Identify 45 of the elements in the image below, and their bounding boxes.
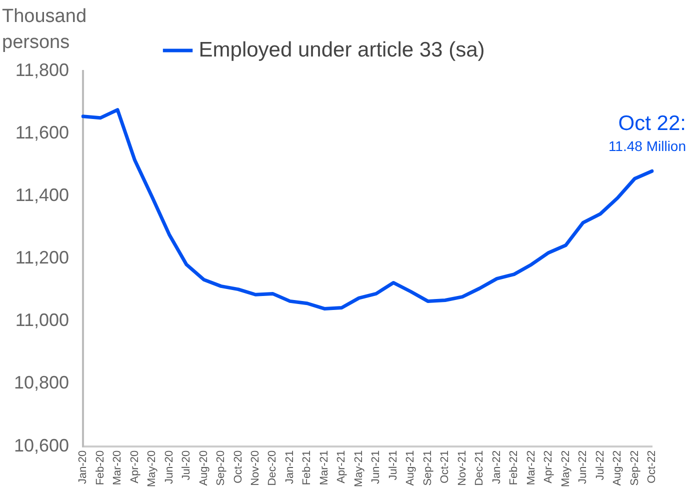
x-tick-label: Jul-21 <box>387 450 400 480</box>
x-tick-label: Jun-21 <box>370 450 382 484</box>
x-tick-label: Dec-21 <box>474 450 486 486</box>
x-tick-label: Apr-20 <box>128 450 141 484</box>
y-tick-label: 11,400 <box>15 185 70 206</box>
x-tick-label: Sep-20 <box>215 450 228 486</box>
x-tick-label: May-22 <box>560 450 572 488</box>
x-tick-label: Dec-20 <box>266 450 279 486</box>
x-tick-label: May-21 <box>352 450 365 488</box>
x-tick-label: Feb-21 <box>301 450 314 486</box>
x-tick-label: Mar-22 <box>525 450 538 486</box>
x-tick-label: Jun-22 <box>577 450 590 484</box>
x-tick-label: Feb-22 <box>508 450 520 486</box>
y-tick-label: 10,800 <box>14 372 70 393</box>
x-tick-label: Jan-21 <box>284 450 296 484</box>
x-tick-label: Mar-20 <box>112 450 124 486</box>
y-tick-label: 11,200 <box>15 248 70 268</box>
x-tick-label: Oct-20 <box>232 450 244 484</box>
x-tick-label: Nov-21 <box>456 450 468 486</box>
x-tick-label: Oct-22 <box>646 450 658 484</box>
x-tick-label: Sep-22 <box>628 450 641 486</box>
x-tick-label: Aug-20 <box>198 450 210 486</box>
y-tick-label: 11,000 <box>15 310 70 330</box>
annotation: Oct 22: <box>617 112 686 136</box>
x-tick-label: Nov-20 <box>249 450 262 486</box>
x-tick-label: Oct-21 <box>439 450 452 484</box>
x-tick-label: Jan-22 <box>490 450 503 484</box>
x-tick-label: Apr-22 <box>542 450 555 484</box>
legend-label: Employed under article 33 (sa) <box>198 38 485 62</box>
x-tick-label: Feb-20 <box>94 450 106 486</box>
x-tick-label: Jul-20 <box>180 450 193 480</box>
y-tick-label: 11,600 <box>15 122 70 143</box>
y-axis-title: Thousand persons <box>2 5 88 55</box>
y-tick-label: 11,800 <box>15 60 70 80</box>
annotation: 11.48 Million <box>608 138 686 154</box>
x-tick-label: Jan-20 <box>77 450 90 484</box>
x-tick-label: Jul-22 <box>594 450 606 480</box>
x-tick-label: Jun-20 <box>163 450 176 484</box>
x-tick-label: Aug-22 <box>612 450 624 486</box>
x-tick-label: Aug-21 <box>404 450 417 486</box>
y-tick-label: 10,600 <box>14 435 70 456</box>
x-tick-label: May-20 <box>146 450 158 488</box>
x-tick-label: Sep-21 <box>422 450 434 486</box>
x-tick-label: Mar-21 <box>318 450 330 486</box>
x-tick-label: Apr-21 <box>336 450 348 484</box>
